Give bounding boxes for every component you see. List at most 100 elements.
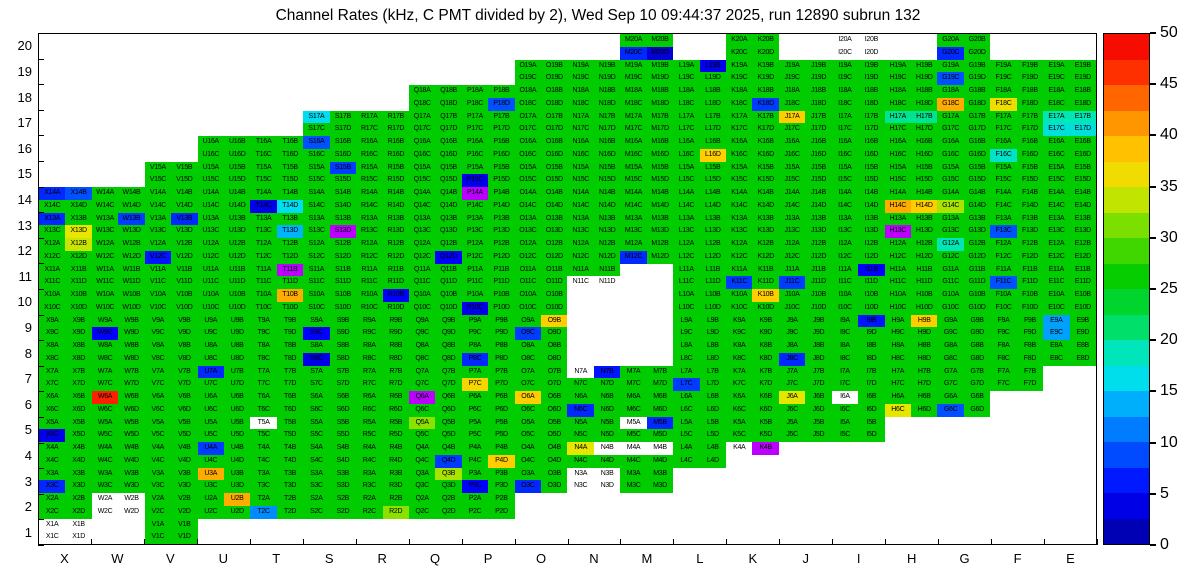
- channel-cell: L4D: [699, 454, 727, 468]
- channel-cell: X7A: [39, 365, 66, 379]
- channel-cell: Q3C: [408, 480, 436, 493]
- channel-cell: M17A: [620, 110, 647, 124]
- channel-cell: L7C: [673, 378, 700, 391]
- channel-cell: R8A: [356, 340, 383, 353]
- channel-cell: K15A: [726, 161, 753, 175]
- channel-cell: R3A: [356, 467, 383, 481]
- channel-cell: V12A: [144, 238, 172, 251]
- channel-cell: W3B: [118, 467, 145, 481]
- channel-cell: H18D: [911, 97, 938, 111]
- channel-cell: E17A: [1043, 110, 1070, 124]
- channel-cell: J5A: [778, 416, 806, 430]
- channel-cell: Q4A: [408, 442, 436, 455]
- channel-cell: O5D: [541, 429, 568, 442]
- channel-cell: R13D: [382, 225, 409, 238]
- colorbar-tick-label: 50: [1160, 24, 1178, 41]
- channel-cell: H17B: [911, 110, 938, 124]
- channel-cell: L8C: [673, 352, 700, 366]
- channel-cell: M13D: [646, 225, 674, 238]
- channel-cell: J7C: [778, 378, 806, 391]
- channel-cell: L14A: [673, 187, 700, 200]
- channel-cell: T14B: [276, 187, 304, 200]
- channel-cell: G19A: [937, 59, 964, 73]
- channel-cell: I5A: [831, 416, 859, 430]
- channel-cell: L4A: [673, 442, 700, 455]
- channel-cell: P15B: [488, 161, 515, 175]
- channel-cell: E12A: [1043, 238, 1070, 251]
- channel-cell: X10D: [65, 301, 92, 315]
- channel-cell: I15B: [858, 161, 885, 175]
- channel-cell: S11C: [303, 276, 330, 289]
- channel-cell: M20B: [646, 34, 674, 47]
- channel-cell: H8A: [884, 340, 912, 353]
- channel-cell: W5D: [118, 429, 145, 442]
- channel-cell: Q17B: [435, 110, 462, 124]
- channel-cell: N7A: [567, 365, 594, 379]
- channel-cell: I13B: [858, 212, 885, 226]
- channel-cell: I16D: [858, 148, 885, 162]
- channel-cell: P8D: [488, 352, 515, 366]
- channel-cell: K16D: [752, 148, 779, 162]
- channel-cell: P11A: [461, 263, 489, 277]
- channel-cell: H7D: [911, 378, 938, 391]
- channel-cell: U5C: [197, 429, 224, 442]
- channel-cell: X12C: [39, 250, 66, 264]
- channel-cell: E11D: [1069, 276, 1096, 289]
- channel-cell: P9D: [488, 327, 515, 340]
- channel-cell: K5C: [726, 429, 753, 442]
- channel-cell: M6C: [620, 403, 647, 417]
- channel-cell: W13C: [91, 225, 119, 238]
- channel-cell: F18D: [1016, 97, 1044, 111]
- channel-cell: L18B: [699, 85, 727, 98]
- channel-cell: R6D: [382, 403, 409, 417]
- colorbar-band: [1104, 365, 1149, 391]
- channel-cell: S2B: [329, 493, 357, 506]
- channel-cell: N19B: [593, 59, 621, 73]
- channel-cell: M16B: [646, 136, 674, 149]
- channel-cell: X4A: [39, 442, 66, 455]
- y-axis-label: 12: [17, 243, 32, 259]
- channel-cell: M4D: [646, 454, 674, 468]
- channel-cell: G8C: [937, 352, 964, 366]
- channel-cell: K9C: [726, 327, 753, 340]
- channel-cell: R4D: [382, 454, 409, 468]
- channel-cell: U4D: [223, 454, 251, 468]
- channel-cell: M14B: [646, 187, 674, 200]
- channel-cell: L5B: [699, 416, 727, 430]
- channel-cell: Q7C: [408, 378, 436, 391]
- channel-cell: K17C: [726, 123, 753, 136]
- channel-cell: T4D: [276, 454, 304, 468]
- channel-cell: P9C: [461, 327, 489, 340]
- channel-cell: T8B: [276, 340, 304, 353]
- channel-cell: R17A: [356, 110, 383, 124]
- channel-cell: U16B: [223, 136, 251, 149]
- channel-cell: F9A: [990, 314, 1017, 328]
- channel-cell: Q5A: [408, 416, 436, 430]
- channel-cell: W6D: [118, 403, 145, 417]
- channel-cell: L7D: [699, 378, 727, 391]
- channel-cell: W2C: [91, 505, 119, 519]
- channel-cell: N11B: [593, 263, 621, 277]
- channel-cell: L18A: [673, 85, 700, 98]
- channel-cell: I5C: [831, 429, 859, 442]
- y-axis-label: 2: [24, 499, 32, 515]
- channel-cell: L4C: [673, 454, 700, 468]
- channel-cell: K17B: [752, 110, 779, 124]
- channel-cell: U9A: [197, 314, 224, 328]
- channel-cell: Q7D: [435, 378, 462, 391]
- channel-cell: E16C: [1043, 148, 1070, 162]
- channel-cell: Q15A: [408, 161, 436, 175]
- channel-cell: P6C: [461, 403, 489, 417]
- channel-cell: L12D: [699, 250, 727, 264]
- channel-cell: W2A: [91, 493, 119, 506]
- channel-cell: N19C: [567, 72, 594, 85]
- channel-cell: K5A: [726, 416, 753, 430]
- channel-cell: W9D: [118, 327, 145, 340]
- channel-cell: R9B: [382, 314, 409, 328]
- channel-cell: M7C: [620, 378, 647, 391]
- channel-cell: T10B: [276, 289, 304, 302]
- channel-cell: V11D: [171, 276, 198, 289]
- channel-cell: U14D: [223, 199, 251, 213]
- channel-cell: F18C: [990, 97, 1017, 111]
- channel-cell: N4D: [593, 454, 621, 468]
